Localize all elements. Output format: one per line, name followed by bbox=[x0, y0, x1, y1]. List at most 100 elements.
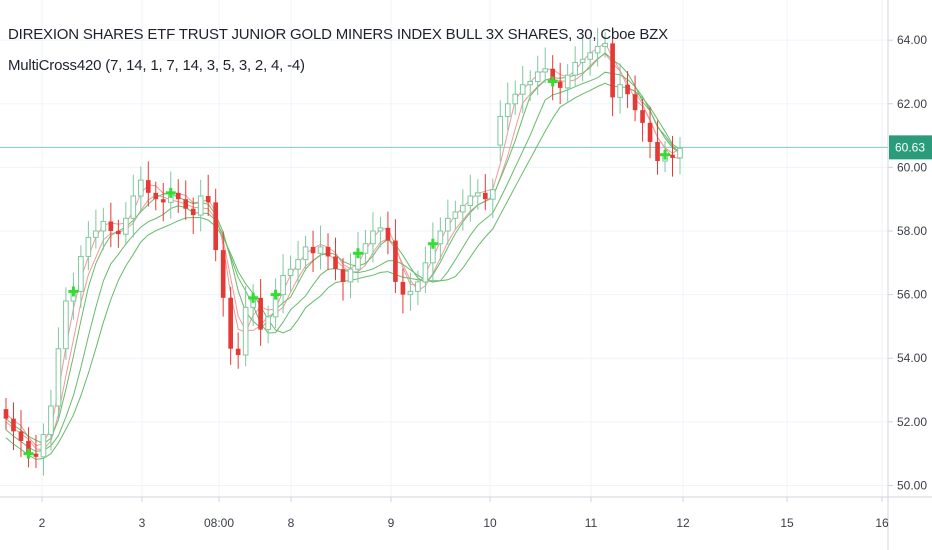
candle-body-down bbox=[482, 192, 488, 200]
y-tick-label: 50.00 bbox=[897, 478, 927, 492]
candle-body-down bbox=[116, 231, 121, 235]
candle-body-down bbox=[235, 348, 241, 356]
candle-body-down bbox=[26, 440, 31, 454]
candle-body-up bbox=[504, 103, 511, 118]
candle-body-up bbox=[85, 236, 92, 257]
candle-body-down bbox=[175, 192, 181, 200]
candle-body-down bbox=[153, 192, 159, 200]
candle-body-up bbox=[123, 217, 129, 235]
red-signal-line-2 bbox=[5, 53, 681, 451]
price-axis-labels[interactable]: 50.00 52.00 54.00 56.00 58.00 60.00 62.00 64.00 bbox=[897, 33, 927, 492]
candle-body-up bbox=[48, 405, 54, 436]
y-tick-label: 54.00 bbox=[897, 351, 927, 365]
candle-body-up bbox=[602, 42, 608, 48]
candle-body-up bbox=[362, 243, 369, 254]
cross-signals bbox=[23, 76, 671, 459]
x-tick-label: 8 bbox=[288, 516, 295, 530]
candle-body-up bbox=[617, 84, 623, 98]
green-signal-line-1 bbox=[5, 52, 681, 445]
x-tick-label: 12 bbox=[676, 516, 690, 530]
red-signal-line-1 bbox=[5, 42, 681, 447]
candle-body-up bbox=[445, 217, 451, 232]
candlestick-series bbox=[3, 27, 683, 476]
candle-body-up bbox=[377, 227, 384, 232]
y-tick-label: 64.00 bbox=[897, 33, 927, 47]
candle-body-down bbox=[160, 199, 166, 203]
candle-body-up bbox=[512, 93, 519, 105]
candle-body-up bbox=[100, 220, 107, 232]
candle-body-down bbox=[610, 43, 615, 98]
candle-body-up bbox=[534, 71, 541, 83]
candle-body-up bbox=[280, 275, 286, 296]
candle-body-down bbox=[632, 94, 638, 111]
candle-body-up bbox=[415, 281, 421, 292]
candle-body-up bbox=[564, 74, 571, 89]
candle-body-up bbox=[497, 116, 504, 146]
y-tick-label: 60.00 bbox=[897, 160, 927, 174]
candle-body-up bbox=[242, 306, 249, 356]
candle-body-down bbox=[213, 202, 219, 251]
candle-body-down bbox=[655, 141, 660, 162]
candle-body-up bbox=[295, 259, 301, 270]
y-tick-label: 56.00 bbox=[897, 288, 927, 302]
time-axis-labels[interactable]: 2 3 08:00 8 9 10 11 12 15 16 bbox=[39, 516, 889, 530]
candle-body-down bbox=[3, 409, 9, 419]
x-tick-label: 11 bbox=[585, 516, 598, 530]
x-tick-label: 16 bbox=[875, 516, 889, 530]
candle-body-down bbox=[183, 199, 189, 209]
candle-body-up bbox=[460, 205, 466, 213]
candle-body-up bbox=[474, 192, 481, 197]
candle-body-down bbox=[400, 281, 406, 295]
candle-body-up bbox=[302, 246, 309, 261]
candle-body-up bbox=[265, 316, 271, 331]
y-tick-label: 58.00 bbox=[897, 224, 927, 238]
candle-body-down bbox=[550, 68, 556, 82]
x-tick-label: 2 bbox=[39, 516, 46, 530]
candle-body-down bbox=[11, 418, 16, 432]
candle-body-up bbox=[572, 61, 578, 76]
candle-body-up bbox=[594, 46, 601, 54]
candle-body-up bbox=[137, 179, 144, 197]
candle-body-up bbox=[347, 268, 354, 283]
candle-body-up bbox=[579, 58, 586, 63]
candle-body-up bbox=[489, 189, 496, 200]
candle-body-up bbox=[527, 81, 534, 86]
candle-body-down bbox=[385, 227, 391, 241]
candle-body-up bbox=[677, 147, 683, 159]
x-tick-label: 10 bbox=[483, 516, 497, 530]
last-price-tag: 60.63 bbox=[889, 135, 932, 160]
candle-body-up bbox=[93, 230, 99, 238]
candle-body-up bbox=[317, 246, 324, 254]
grid bbox=[0, 0, 888, 497]
candle-body-up bbox=[63, 300, 69, 350]
candle-body-up bbox=[130, 195, 137, 219]
candle-body-down bbox=[640, 110, 645, 123]
candle-body-up bbox=[287, 268, 294, 277]
candle-body-down bbox=[205, 196, 211, 203]
study-legend[interactable]: MultiCross420 (7, 14, 1, 7, 14, 3, 5, 3,… bbox=[8, 57, 305, 74]
candle-body-down bbox=[333, 256, 338, 270]
candle-body-up bbox=[452, 211, 459, 219]
x-tick-label: 9 bbox=[388, 516, 395, 530]
candle-body-up bbox=[370, 230, 376, 245]
chart-title: DIREXION SHARES ETF TRUST JUNIOR GOLD MI… bbox=[8, 26, 668, 43]
candle-body-down bbox=[670, 154, 675, 158]
candle-body-up bbox=[407, 290, 414, 296]
candle-body-down bbox=[108, 221, 114, 232]
candle-body-down bbox=[393, 240, 398, 282]
candle-body-down bbox=[33, 453, 39, 457]
candle-body-down bbox=[340, 269, 346, 282]
candle-body-up bbox=[40, 434, 47, 458]
x-tick-label: 08:00 bbox=[204, 516, 234, 530]
candle-body-up bbox=[587, 52, 593, 60]
candle-body-up bbox=[422, 262, 429, 283]
y-tick-label: 52.00 bbox=[897, 415, 927, 429]
candle-body-up bbox=[437, 230, 444, 245]
candle-body-down bbox=[325, 246, 331, 257]
candle-body-down bbox=[647, 122, 653, 142]
candle-body-up bbox=[55, 348, 62, 407]
candle-body-up bbox=[467, 195, 474, 207]
candle-body-up bbox=[78, 255, 84, 292]
